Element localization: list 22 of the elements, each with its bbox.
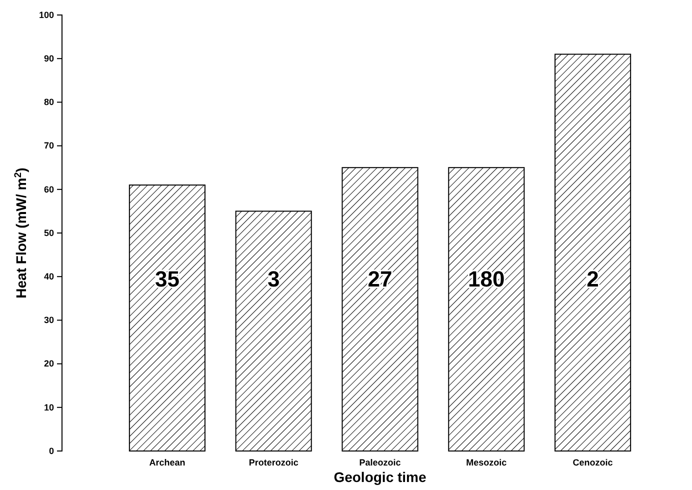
y-tick-label: 70 [44, 140, 54, 151]
y-tick-label: 50 [44, 228, 54, 238]
y-tick-label: 40 [44, 271, 54, 282]
y-tick-label: 80 [44, 97, 54, 108]
x-axis-title: Geologic time [334, 469, 426, 485]
x-tick-label: Proterozoic [248, 457, 298, 468]
x-tick-label: Mesozoic [466, 457, 507, 468]
x-tick-label: Archean [149, 457, 186, 468]
y-tick-label: 20 [44, 358, 54, 369]
y-tick-label: 60 [44, 184, 54, 194]
y-tick-label: 100 [38, 10, 54, 20]
bar [235, 210, 312, 452]
bar [342, 167, 418, 452]
x-tick-label: Cenozoic [572, 457, 613, 468]
y-tick-label: 90 [44, 53, 54, 64]
x-tick-label: Paleozoic [359, 457, 401, 468]
bar [128, 184, 206, 452]
y-tick-label: 0 [48, 446, 54, 456]
y-tick-label: 10 [44, 402, 54, 412]
bar [448, 167, 525, 452]
y-tick-label: 30 [44, 315, 54, 326]
bar [554, 54, 632, 452]
